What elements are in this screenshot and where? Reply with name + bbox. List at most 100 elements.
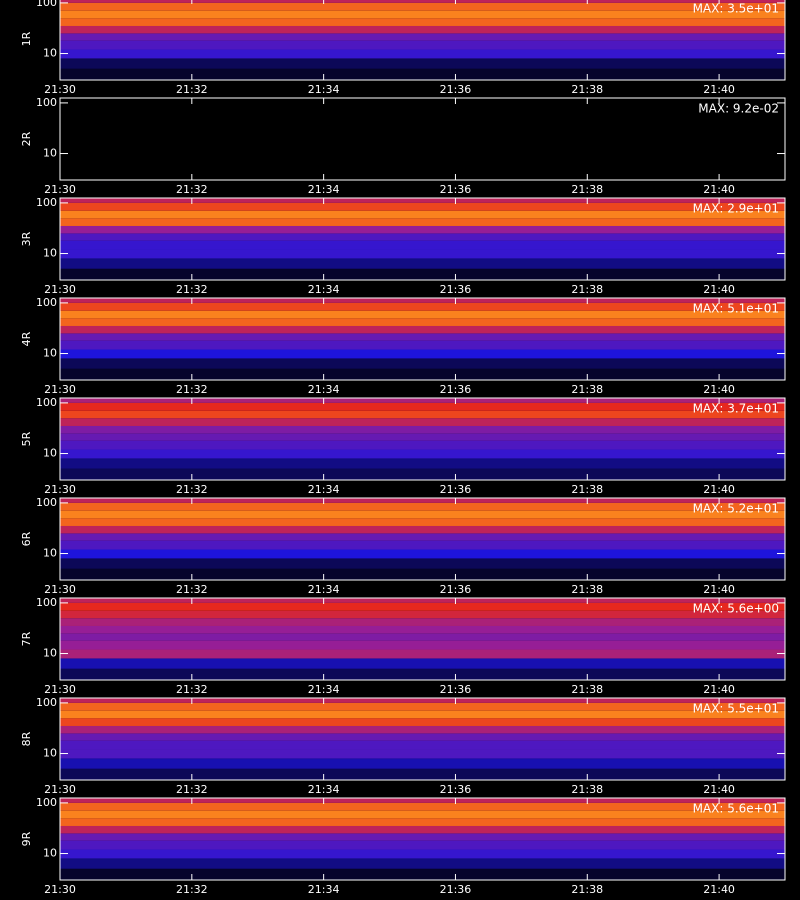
x-tick-label: 21:38 <box>571 283 603 296</box>
x-tick-label: 21:38 <box>571 683 603 696</box>
max-annotation: MAX: 5.6e+00 <box>693 602 779 616</box>
heatmap-band <box>60 818 785 826</box>
heatmap-band <box>60 210 785 219</box>
x-tick-label: 21:30 <box>44 283 76 296</box>
x-tick-label: 21:36 <box>440 883 472 896</box>
x-tick-label: 21:36 <box>440 83 472 96</box>
heatmap-band <box>60 725 785 734</box>
heatmap-band <box>60 240 785 250</box>
x-tick-label: 21:38 <box>571 783 603 796</box>
heatmap-band <box>60 410 785 419</box>
heatmap-band <box>60 610 785 619</box>
heatmap-band <box>60 25 785 34</box>
heatmap-band <box>60 868 785 880</box>
x-tick-label: 21:36 <box>440 383 472 396</box>
y-tick-label: 100 <box>36 396 57 409</box>
y-tick-label: 10 <box>43 647 57 660</box>
heatmap-band <box>60 733 785 741</box>
heatmap-band <box>60 768 785 780</box>
heatmap-band <box>60 149 785 159</box>
y-tick-label: 100 <box>36 796 57 809</box>
heatmap-band <box>60 758 785 769</box>
plot-frame <box>59 297 786 381</box>
heatmap-band <box>60 333 785 341</box>
heatmap-band <box>60 0 785 3</box>
x-tick-label: 21:30 <box>44 783 76 796</box>
heatmap-band <box>60 598 785 603</box>
x-tick-label: 21:34 <box>308 783 340 796</box>
x-tick-label: 21:30 <box>44 383 76 396</box>
heatmap-band <box>60 658 785 669</box>
plot-frame <box>59 397 786 481</box>
x-tick-label: 21:32 <box>176 83 208 96</box>
plot-frame <box>59 797 786 881</box>
plot-frame <box>59 97 786 181</box>
heatmap-band <box>60 618 785 626</box>
x-tick-label: 21:32 <box>176 483 208 496</box>
y-tick-label: 100 <box>36 696 57 709</box>
heatmap-band <box>60 540 785 550</box>
heatmap-band <box>60 468 785 480</box>
heatmap-band <box>60 549 785 559</box>
heatmap-band <box>60 325 785 334</box>
heatmap-band <box>60 558 785 569</box>
y-tick-label: 10 <box>43 747 57 760</box>
x-tick-label: 21:34 <box>308 583 340 596</box>
heatmap-band <box>60 168 785 180</box>
y-tick-label: 100 <box>36 496 57 509</box>
heatmap-band <box>60 518 785 526</box>
x-tick-label: 21:32 <box>176 183 208 196</box>
x-tick-label: 21:30 <box>44 683 76 696</box>
y-tick-label: 10 <box>43 147 57 160</box>
x-tick-label: 21:32 <box>176 283 208 296</box>
heatmap-band <box>60 98 785 103</box>
heatmap-band <box>60 810 785 819</box>
plot-frame <box>59 0 786 81</box>
heatmap-band <box>60 358 785 369</box>
heatmap-band <box>60 140 785 150</box>
x-tick-label: 21:38 <box>571 483 603 496</box>
heatmap-band <box>60 440 785 450</box>
x-tick-label: 21:32 <box>176 383 208 396</box>
heatmap-band <box>60 158 785 169</box>
heatmap-band <box>60 33 785 41</box>
max-annotation: MAX: 5.2e+01 <box>693 502 779 516</box>
heatmap-band <box>60 749 785 759</box>
heatmap-band <box>60 633 785 641</box>
y-tick-label: 100 <box>36 196 57 209</box>
heatmap-band <box>60 349 785 359</box>
heatmap-band <box>60 833 785 841</box>
x-tick-label: 21:40 <box>703 683 735 696</box>
heatmap-band <box>60 2 785 11</box>
x-tick-label: 21:34 <box>308 383 340 396</box>
heatmap-band <box>60 318 785 326</box>
heatmap-band <box>60 258 785 269</box>
heatmap-band <box>60 649 785 659</box>
heatmap-band <box>60 533 785 541</box>
x-tick-label: 21:40 <box>703 383 735 396</box>
heatmap-band <box>60 398 785 403</box>
heatmap-band <box>60 118 785 126</box>
y-tick-label: 10 <box>43 347 57 360</box>
x-tick-label: 21:36 <box>440 483 472 496</box>
panel-label: 5R <box>20 431 33 446</box>
x-tick-label: 21:30 <box>44 83 76 96</box>
heatmap-band <box>60 298 785 303</box>
panel-label: 8R <box>20 731 33 746</box>
heatmap-band <box>60 502 785 511</box>
heatmap-band <box>60 368 785 380</box>
x-tick-label: 21:36 <box>440 583 472 596</box>
heatmap-band <box>60 233 785 241</box>
x-tick-label: 21:30 <box>44 883 76 896</box>
x-tick-label: 21:40 <box>703 483 735 496</box>
panel-label: 1R <box>20 31 33 46</box>
x-tick-label: 21:40 <box>703 783 735 796</box>
heatmap-band <box>60 225 785 234</box>
x-tick-label: 21:32 <box>176 783 208 796</box>
heatmap-band <box>60 68 785 80</box>
heatmap-band <box>60 125 785 134</box>
heatmap-band <box>60 40 785 50</box>
x-tick-label: 21:40 <box>703 283 735 296</box>
x-tick-label: 21:30 <box>44 483 76 496</box>
